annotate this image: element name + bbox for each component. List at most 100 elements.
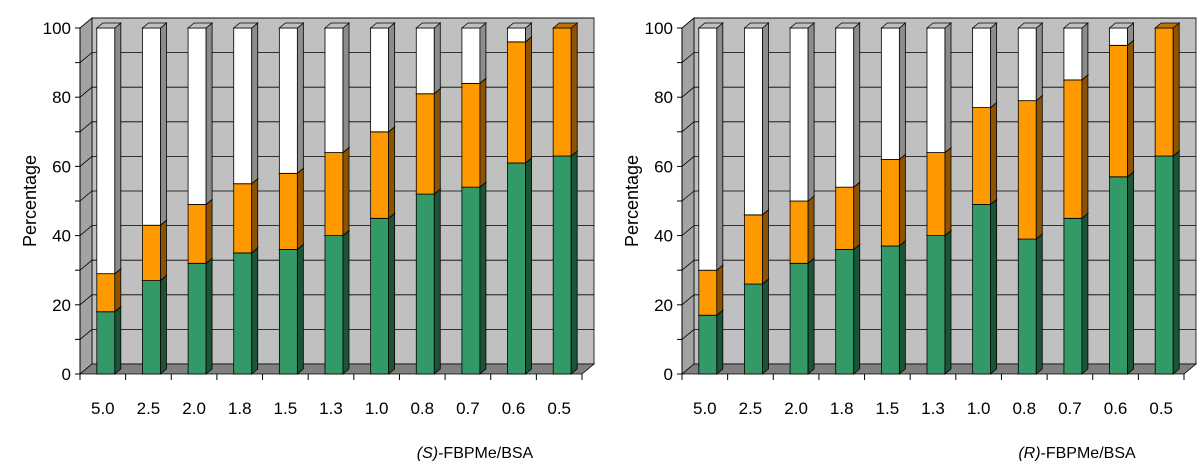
left-bar-orange-1-side [160, 219, 167, 282]
right-bar-green-4-side [898, 240, 906, 375]
right-bar-green-5-front [926, 235, 946, 375]
right-bar-white-7-side [1035, 22, 1043, 102]
right-bar-orange-0-side [716, 264, 724, 317]
right-bar-white-7-front [1017, 27, 1037, 102]
right-bar-white-0 [697, 22, 724, 272]
left-bar-white-3 [232, 22, 259, 185]
left-bar-green-3 [232, 247, 259, 375]
left-bar-white-2-top [186, 22, 214, 29]
right-bar-orange-8-front [1063, 79, 1083, 219]
left-bar-orange-3 [232, 177, 259, 254]
left-bar-green-4 [278, 243, 305, 375]
right-bar-orange-3-front [835, 186, 855, 250]
left-xtick-label: 0.8 [410, 399, 434, 418]
left-bar-white-6-front [370, 27, 390, 133]
left-bar-white-0 [95, 22, 122, 275]
left-bar-orange-4-front [278, 172, 298, 250]
right-bar-white-0-front [698, 27, 718, 271]
left-bar-white-5 [323, 22, 351, 154]
left-bar-green-9 [506, 157, 533, 375]
left-bar-orange-8 [460, 77, 488, 189]
left-bar-orange-0-front [96, 273, 116, 313]
right-bar-orange-5-front [926, 152, 946, 236]
right-bar-white-6-front [972, 27, 992, 108]
left-bar-orange-10-top [552, 22, 579, 29]
right-xtick-label: 0.5 [1149, 399, 1173, 418]
left-bar-white-1-side [160, 22, 167, 227]
left-bar-orange-5 [323, 146, 351, 237]
left-bar-green-4-front [278, 249, 298, 375]
left-bar-orange-9-front [507, 41, 526, 164]
right-bar-orange-6-front [972, 107, 992, 205]
left-bar-orange-3-side [251, 177, 259, 254]
right-bar-orange-9-front [1109, 44, 1128, 178]
left-bar-white-6 [369, 22, 396, 133]
right-bar-green-0-front [698, 314, 718, 375]
left-bar-green-6 [369, 212, 396, 375]
right-bar-green-8 [1062, 212, 1090, 375]
right-bar-orange-9-side [1127, 39, 1134, 178]
left-xtick-label: 2.0 [182, 399, 206, 418]
right-xtick-label: 0.8 [1012, 399, 1036, 418]
right-bar-green-4-front [880, 245, 900, 375]
left-bar-orange-7-side [433, 87, 441, 195]
left-bar-white-2-side [205, 22, 213, 206]
left-bar-white-8-top [460, 22, 488, 29]
right-bar-green-6-side [990, 198, 998, 375]
left-bar-green-8-front [461, 186, 481, 375]
right-bar-white-2-front [789, 27, 809, 202]
left-bar-orange-10-front [552, 27, 572, 157]
chart-left: 0 20 40 60 80 100 5.0 2.5 2.0 1.8 1.5 1.3 1.0 0.8 0.7 0… [20, 17, 596, 461]
right-bar-green-8-side [1081, 212, 1089, 375]
left-bar-green-10-side [570, 150, 578, 375]
left-bar-orange-9 [506, 35, 533, 164]
right-xtick-label: 5.0 [693, 399, 717, 418]
right-bar-white-3-side [853, 22, 861, 189]
left-xlabel: (S)-FBPMe/BSA [417, 445, 534, 461]
right-bar-green-1 [743, 278, 770, 375]
left-bar-white-0-top [95, 22, 122, 29]
left-bar-white-1 [141, 22, 168, 227]
left-bar-green-0-side [114, 305, 122, 375]
right-bar-white-0-top [697, 22, 724, 29]
left-bar-orange-8-side [479, 77, 487, 189]
right-bar-white-2 [788, 22, 816, 202]
right-bar-orange-0 [697, 264, 724, 317]
right-bar-green-9-side [1127, 170, 1134, 375]
right-xtick-label: 1.8 [830, 399, 854, 418]
right-bar-orange-7-side [1035, 94, 1043, 240]
left-bar-orange-2-side [205, 198, 213, 265]
right-bar-green-3-side [853, 243, 861, 375]
right-bar-white-0-side [716, 22, 724, 272]
right-xtick-label: 2.5 [739, 399, 763, 418]
right-xtick-label: 2.0 [784, 399, 808, 418]
left-xtick-label: 5.0 [91, 399, 115, 418]
left-bar-green-9-front [507, 162, 526, 375]
right-bar-orange-7-front [1017, 100, 1037, 240]
right-bar-green-3 [834, 243, 861, 375]
right-bar-white-1 [743, 22, 770, 216]
left-ytick-label: 40 [52, 227, 71, 246]
left-bar-green-9-side [525, 157, 532, 375]
left-bar-orange-3-front [233, 183, 253, 254]
right-bar-orange-8 [1062, 74, 1090, 220]
right-bar-orange-6 [971, 101, 998, 206]
left-bar-green-3-front [233, 252, 253, 375]
right-bar-orange-5 [925, 146, 953, 237]
right-bar-white-2-top [788, 22, 816, 29]
right-bar-orange-3 [834, 181, 861, 251]
right-bar-green-0 [697, 309, 724, 375]
left-bar-orange-7-front [415, 93, 435, 195]
left-bar-green-7-side [433, 188, 441, 375]
right-bar-white-1-side [762, 22, 769, 216]
left-bar-green-10 [552, 150, 579, 375]
left-bar-orange-6 [369, 125, 396, 220]
right-bar-white-6-side [990, 22, 998, 109]
right-bar-white-9 [1108, 22, 1135, 47]
right-bar-orange-1-front [744, 214, 763, 285]
right-ytick-label: 0 [664, 365, 673, 384]
right-ylabel: Percentage [622, 155, 642, 247]
left-bar-orange-7 [415, 87, 442, 195]
left-bar-white-7-front [415, 27, 435, 95]
right-bar-white-8 [1062, 22, 1090, 81]
